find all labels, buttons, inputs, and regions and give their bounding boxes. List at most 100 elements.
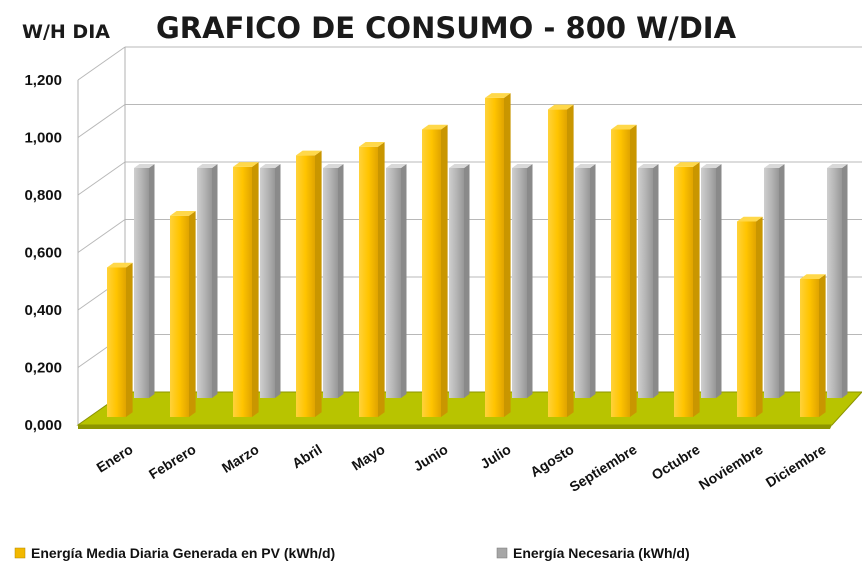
bar-pv-3-front xyxy=(296,155,315,417)
bar-pv-9-front xyxy=(674,166,693,417)
bar-required-0-front xyxy=(134,168,149,398)
bar-required-7-side xyxy=(590,164,596,398)
bar-pv-1-front xyxy=(170,215,189,417)
bar-pv-6 xyxy=(485,93,511,417)
bar-required-8 xyxy=(638,164,659,398)
bar-required-7-top xyxy=(575,164,596,168)
x-tick-label: Febrero xyxy=(146,441,199,482)
bar-pv-6-side xyxy=(504,93,511,417)
x-tick-label: Julio xyxy=(477,441,513,472)
grid-line-side xyxy=(77,219,126,253)
bar-pv-8 xyxy=(611,124,637,417)
legend: Energía Media Diaria Generada en PV (kWh… xyxy=(14,545,690,561)
x-tick-label: Agosto xyxy=(527,441,576,480)
x-tick-label: Marzo xyxy=(219,441,262,476)
bar-required-10-front xyxy=(764,168,779,398)
bar-required-7-front xyxy=(575,168,590,398)
bar-pv-11-front xyxy=(800,279,819,417)
bar-pv-4-top xyxy=(359,141,385,147)
bar-required-5 xyxy=(449,164,470,398)
bar-required-6-front xyxy=(512,168,527,398)
bar-required-5-side xyxy=(464,164,470,398)
bar-required-9-front xyxy=(701,168,716,398)
y-axis-label: W/H DIA xyxy=(22,21,110,43)
bar-required-4-front xyxy=(386,168,401,398)
bar-required-8-front xyxy=(638,168,653,398)
bar-pv-11-side xyxy=(819,274,826,417)
bar-pv-10-front xyxy=(737,221,756,417)
bar-pv-2-top xyxy=(233,162,259,167)
y-tick-label: 0,000 xyxy=(24,417,62,434)
y-tick-label: 1,000 xyxy=(24,130,62,147)
bar-required-9 xyxy=(701,164,722,398)
y-tick-label: 0,800 xyxy=(24,187,62,204)
chart-floor xyxy=(76,391,862,429)
x-axis-labels: Enero Febrero Marzo Abril Mayo Junio Julio Agos… xyxy=(93,441,828,495)
bar-pv-4-side xyxy=(378,141,385,417)
bar-required-5-top xyxy=(449,164,470,168)
bar-pv-3-top xyxy=(296,150,322,156)
bar-pv-5-side xyxy=(441,124,448,417)
x-tick-label: Noviembre xyxy=(696,441,766,493)
legend-swatch-required xyxy=(496,547,508,559)
bar-required-10 xyxy=(764,164,785,398)
bar-pv-10-top xyxy=(737,216,763,222)
bar-required-1-side xyxy=(212,164,218,398)
x-tick-label: Enero xyxy=(93,441,135,476)
bar-required-0-side xyxy=(149,164,155,398)
bar-pv-1 xyxy=(170,210,196,417)
bar-required-6-top xyxy=(512,164,533,168)
bar-required-9-top xyxy=(701,164,722,168)
bar-pv-9-top xyxy=(674,162,700,167)
bar-required-6 xyxy=(512,164,533,398)
bar-required-1 xyxy=(197,164,218,398)
y-axis-ticks: 0,000 0,200 0,400 0,600 0,800 1,000 1,200 xyxy=(24,72,62,434)
bar-pv-5-front xyxy=(422,129,441,417)
bar-required-5-front xyxy=(449,168,464,398)
bar-pv-4 xyxy=(359,141,385,417)
bar-pv-8-top xyxy=(611,124,637,130)
bar-pv-2-side xyxy=(252,162,259,417)
bar-required-6-side xyxy=(527,164,533,398)
bar-pv-0-side xyxy=(126,262,133,417)
bar-pv-10-side xyxy=(756,216,763,417)
grid-line-side xyxy=(77,104,126,138)
bar-pv-0 xyxy=(107,262,133,417)
bar-pv-5 xyxy=(422,124,448,417)
legend-item-pv: Energía Media Diaria Generada en PV (kWh… xyxy=(14,545,335,561)
bar-required-2-front xyxy=(260,168,275,398)
x-tick-label: Diciembre xyxy=(763,441,829,491)
bar-pv-10 xyxy=(737,216,763,417)
bar-pv-1-side xyxy=(189,210,196,417)
bar-pv-7-side xyxy=(567,104,574,417)
x-tick-label: Octubre xyxy=(649,441,703,483)
bar-required-2-side xyxy=(275,164,281,398)
legend-swatch-pv xyxy=(14,547,26,559)
y-tick-label: 1,200 xyxy=(24,72,62,89)
x-tick-label: Abril xyxy=(289,441,325,471)
bar-required-11-side xyxy=(842,164,848,398)
bar-pv-3-side xyxy=(315,150,322,417)
bar-pv-7-top xyxy=(548,104,574,110)
bar-required-0-top xyxy=(134,164,155,168)
bar-pv-7 xyxy=(548,104,574,417)
bar-pv-0-front xyxy=(107,267,126,417)
bar-pv-9 xyxy=(674,162,700,417)
bar-pv-3 xyxy=(296,150,322,417)
bar-required-11 xyxy=(827,164,848,398)
bar-pv-8-front xyxy=(611,129,630,417)
bar-pv-7-front xyxy=(548,109,567,417)
bar-pv-9-side xyxy=(693,162,700,417)
x-tick-label: Septiembre xyxy=(566,441,639,495)
bar-pv-2-front xyxy=(233,166,252,417)
bar-required-11-front xyxy=(827,168,842,398)
bar-pv-1-top xyxy=(170,210,196,216)
y-tick-label: 0,600 xyxy=(24,245,62,262)
legend-label-pv: Energía Media Diaria Generada en PV (kWh… xyxy=(31,545,335,561)
x-tick-label: Mayo xyxy=(349,441,388,474)
bar-pv-2 xyxy=(233,162,259,417)
grid-line-side xyxy=(77,46,126,81)
bar-required-8-top xyxy=(638,164,659,168)
bar-required-2-top xyxy=(260,164,281,168)
bar-required-0 xyxy=(134,164,155,398)
